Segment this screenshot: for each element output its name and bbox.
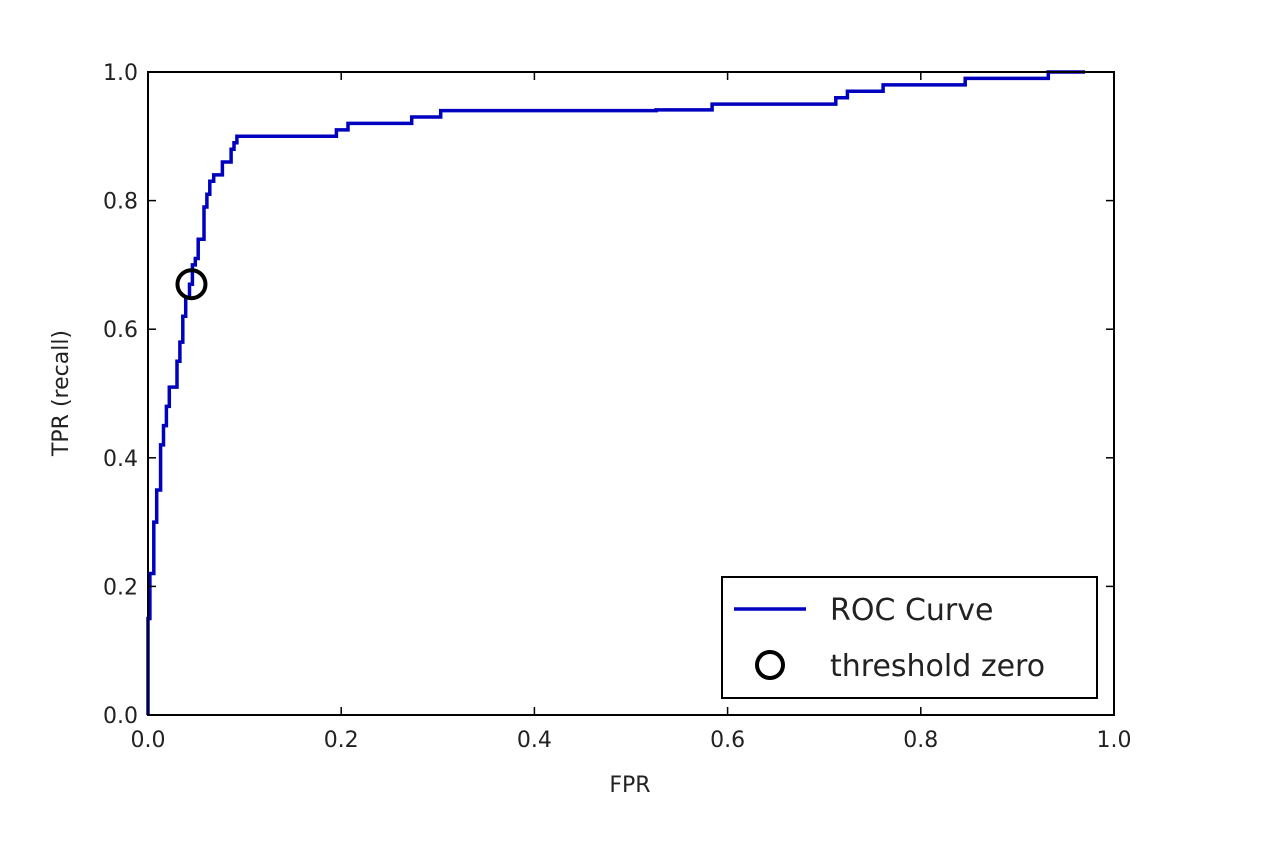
legend-swatch-threshold-zero [755,650,785,680]
y-tick-label: 0.6 [103,318,138,343]
y-axis-label: TPR (recall) [49,330,74,457]
y-tick-label: 0.8 [103,190,138,215]
x-tick-label: 0.0 [131,728,166,753]
x-tick-label: 0.6 [710,728,745,753]
x-axis-label: FPR [609,773,650,798]
x-tick-label: 0.4 [517,728,552,753]
y-tick-label: 0.2 [103,575,138,600]
y-tick-label: 1.0 [103,61,138,86]
axis-ticks: 0.0 0.2 0.4 0.6 0.8 1.0 0.0 0.2 0.4 0.6 0.8 1.0 [103,61,1132,753]
legend-label: ROC Curve [830,593,993,628]
y-tick-label: 0.4 [103,447,138,472]
x-tick-label: 0.8 [903,728,938,753]
x-tick-label: 0.2 [324,728,359,753]
plot-area [146,70,1115,716]
y-tick-label: 0.0 [103,704,138,729]
legend-label: threshold zero [830,649,1045,684]
x-tick-label: 1.0 [1097,728,1132,753]
threshold-zero-marker [175,268,208,301]
legend: ROC Curve threshold zero [721,576,1098,699]
legend-box [721,576,1098,699]
roc-curve-line [146,70,1085,715]
plot-frame [147,71,1115,716]
